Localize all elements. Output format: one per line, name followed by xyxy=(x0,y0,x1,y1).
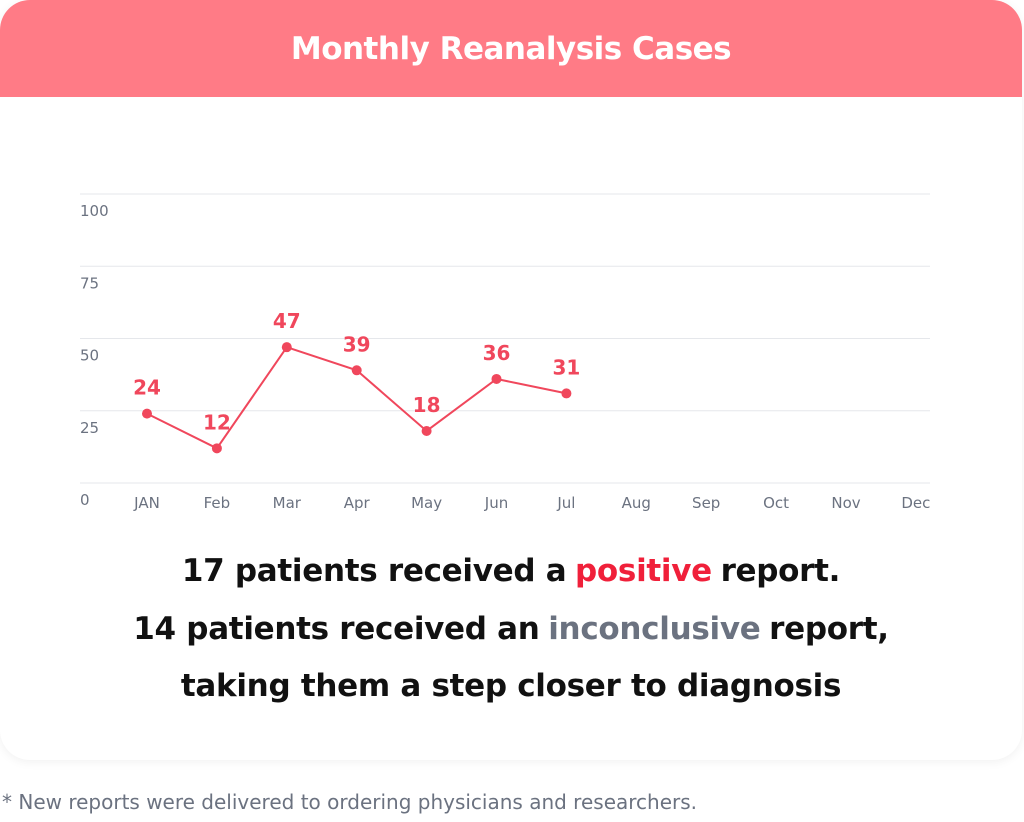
data-label: 39 xyxy=(343,332,371,356)
x-tick-label: Sep xyxy=(692,494,720,512)
data-label: 36 xyxy=(483,341,511,365)
summary-text: taking them a step closer to diagnosis xyxy=(180,668,842,704)
point xyxy=(142,408,152,419)
x-tick-label: Dec xyxy=(901,494,930,512)
x-tick-label: May xyxy=(411,494,442,512)
summary-line: taking them a step closer to diagnosis xyxy=(0,658,1022,716)
point xyxy=(351,365,362,376)
footnote: * New reports were delivered to ordering… xyxy=(2,790,698,814)
summary-text: 17 patients received a xyxy=(181,553,567,589)
y-tick-label: 100 xyxy=(80,202,109,220)
card: Monthly Reanalysis Cases 0 25 50 75 100 JAN Fe… xyxy=(0,0,1022,716)
summary-text: positive xyxy=(575,553,712,589)
summary-line: 14 patients received an inconclusive repor… xyxy=(0,601,1022,659)
x-tick-label: Mar xyxy=(273,494,302,512)
x-tick-label: Aug xyxy=(622,494,651,512)
y-tick-label: 25 xyxy=(80,419,99,437)
summary-line: 17 patients received a positive report. xyxy=(0,543,1022,601)
data-label: 18 xyxy=(413,393,441,417)
point xyxy=(491,373,502,384)
chart: 0 25 50 75 100 JAN Feb Mar Apr May Jun Jul Aug Sep Oct… xyxy=(80,193,930,512)
x-tick-label: Nov xyxy=(831,494,860,512)
point xyxy=(561,388,572,399)
y-tick-label: 0 xyxy=(80,491,90,509)
chart-title: Monthly Reanalysis Cases xyxy=(290,30,732,67)
summary-text: report, xyxy=(769,610,889,647)
header: Monthly Reanalysis Cases xyxy=(0,0,1022,97)
x-tick-label: Feb xyxy=(204,494,231,512)
summary-text: inconclusive xyxy=(548,610,761,647)
x-tick-label: Jun xyxy=(484,494,508,512)
data-label: 47 xyxy=(273,309,301,333)
point xyxy=(211,443,222,454)
summary: 17 patients received a positive report. 14 … xyxy=(0,543,1022,716)
summary-text: 14 patients received an xyxy=(133,610,540,647)
point xyxy=(421,425,432,436)
x-tick-label: Jul xyxy=(556,494,575,512)
data-label: 31 xyxy=(552,355,580,379)
point xyxy=(281,342,292,353)
x-tick-label: Oct xyxy=(763,494,789,512)
data-label: 24 xyxy=(133,376,161,400)
y-tick-label: 50 xyxy=(80,347,99,365)
y-tick-label: 75 xyxy=(80,274,99,292)
x-tick-label: JAN xyxy=(133,494,160,512)
data-label: 12 xyxy=(203,410,231,434)
x-tick-label: Apr xyxy=(344,494,371,512)
summary-text: report. xyxy=(720,553,841,589)
